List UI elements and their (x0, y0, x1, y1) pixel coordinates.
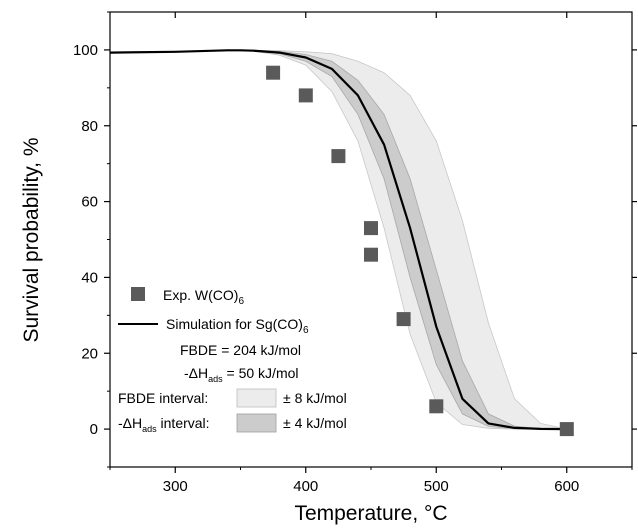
legend-scatter-label: Exp. W(CO)6 (163, 287, 244, 307)
legend-dh-interval-value: ± 4 kJ/mol (283, 415, 347, 431)
data-point-0 (266, 65, 281, 80)
data-point-6 (429, 399, 444, 414)
x-tick-label-300: 300 (163, 478, 188, 495)
experimental-markers (266, 65, 574, 437)
y-tick-label-0: 0 (90, 421, 98, 438)
legend-fbde-swatch (236, 388, 277, 408)
fbde-interval-band (109, 49, 567, 430)
axis-tick-labels: 300 400 500 600 0 20 40 60 80 100 (73, 42, 579, 495)
data-point-4 (364, 247, 378, 262)
y-tick-label-40: 40 (81, 269, 98, 286)
data-point-7 (559, 422, 574, 437)
legend-dh-value: -ΔHads = 50 kJ/mol (184, 365, 299, 384)
data-point-1 (298, 88, 313, 103)
legend-dh-interval-label: -ΔHads interval: (118, 415, 210, 434)
x-tick-label-500: 500 (424, 478, 449, 495)
x-axis-title: Temperature, °C (294, 502, 447, 525)
simulation-line (109, 49, 567, 431)
legend: Exp. W(CO)6 Simulation for Sg(CO)6 FBDE … (118, 287, 347, 434)
y-tick-label-100: 100 (73, 42, 98, 59)
legend-fbde-interval-label: FBDE interval: (118, 390, 208, 406)
data-point-2 (331, 149, 346, 164)
y-tick-label-60: 60 (81, 194, 98, 211)
y-tick-label-80: 80 (81, 118, 98, 135)
data-point-5 (396, 312, 411, 327)
axis-ticks (104, 11, 637, 473)
legend-marker-square (131, 287, 145, 301)
data-point-3 (364, 221, 378, 236)
confidence-bands (109, 49, 567, 430)
y-tick-label-20: 20 (81, 345, 98, 362)
simulation-line-group (109, 49, 567, 431)
legend-dh-swatch (236, 413, 277, 433)
x-tick-label-400: 400 (293, 478, 318, 495)
legend-fbde-value: FBDE = 204 kJ/mol (180, 342, 301, 358)
y-axis-title: Survival probability, % (20, 137, 43, 342)
x-tick-label-600: 600 (554, 478, 579, 495)
legend-fbde-interval-value: ± 8 kJ/mol (283, 390, 347, 406)
legend-line-label: Simulation for Sg(CO)6 (166, 316, 309, 336)
